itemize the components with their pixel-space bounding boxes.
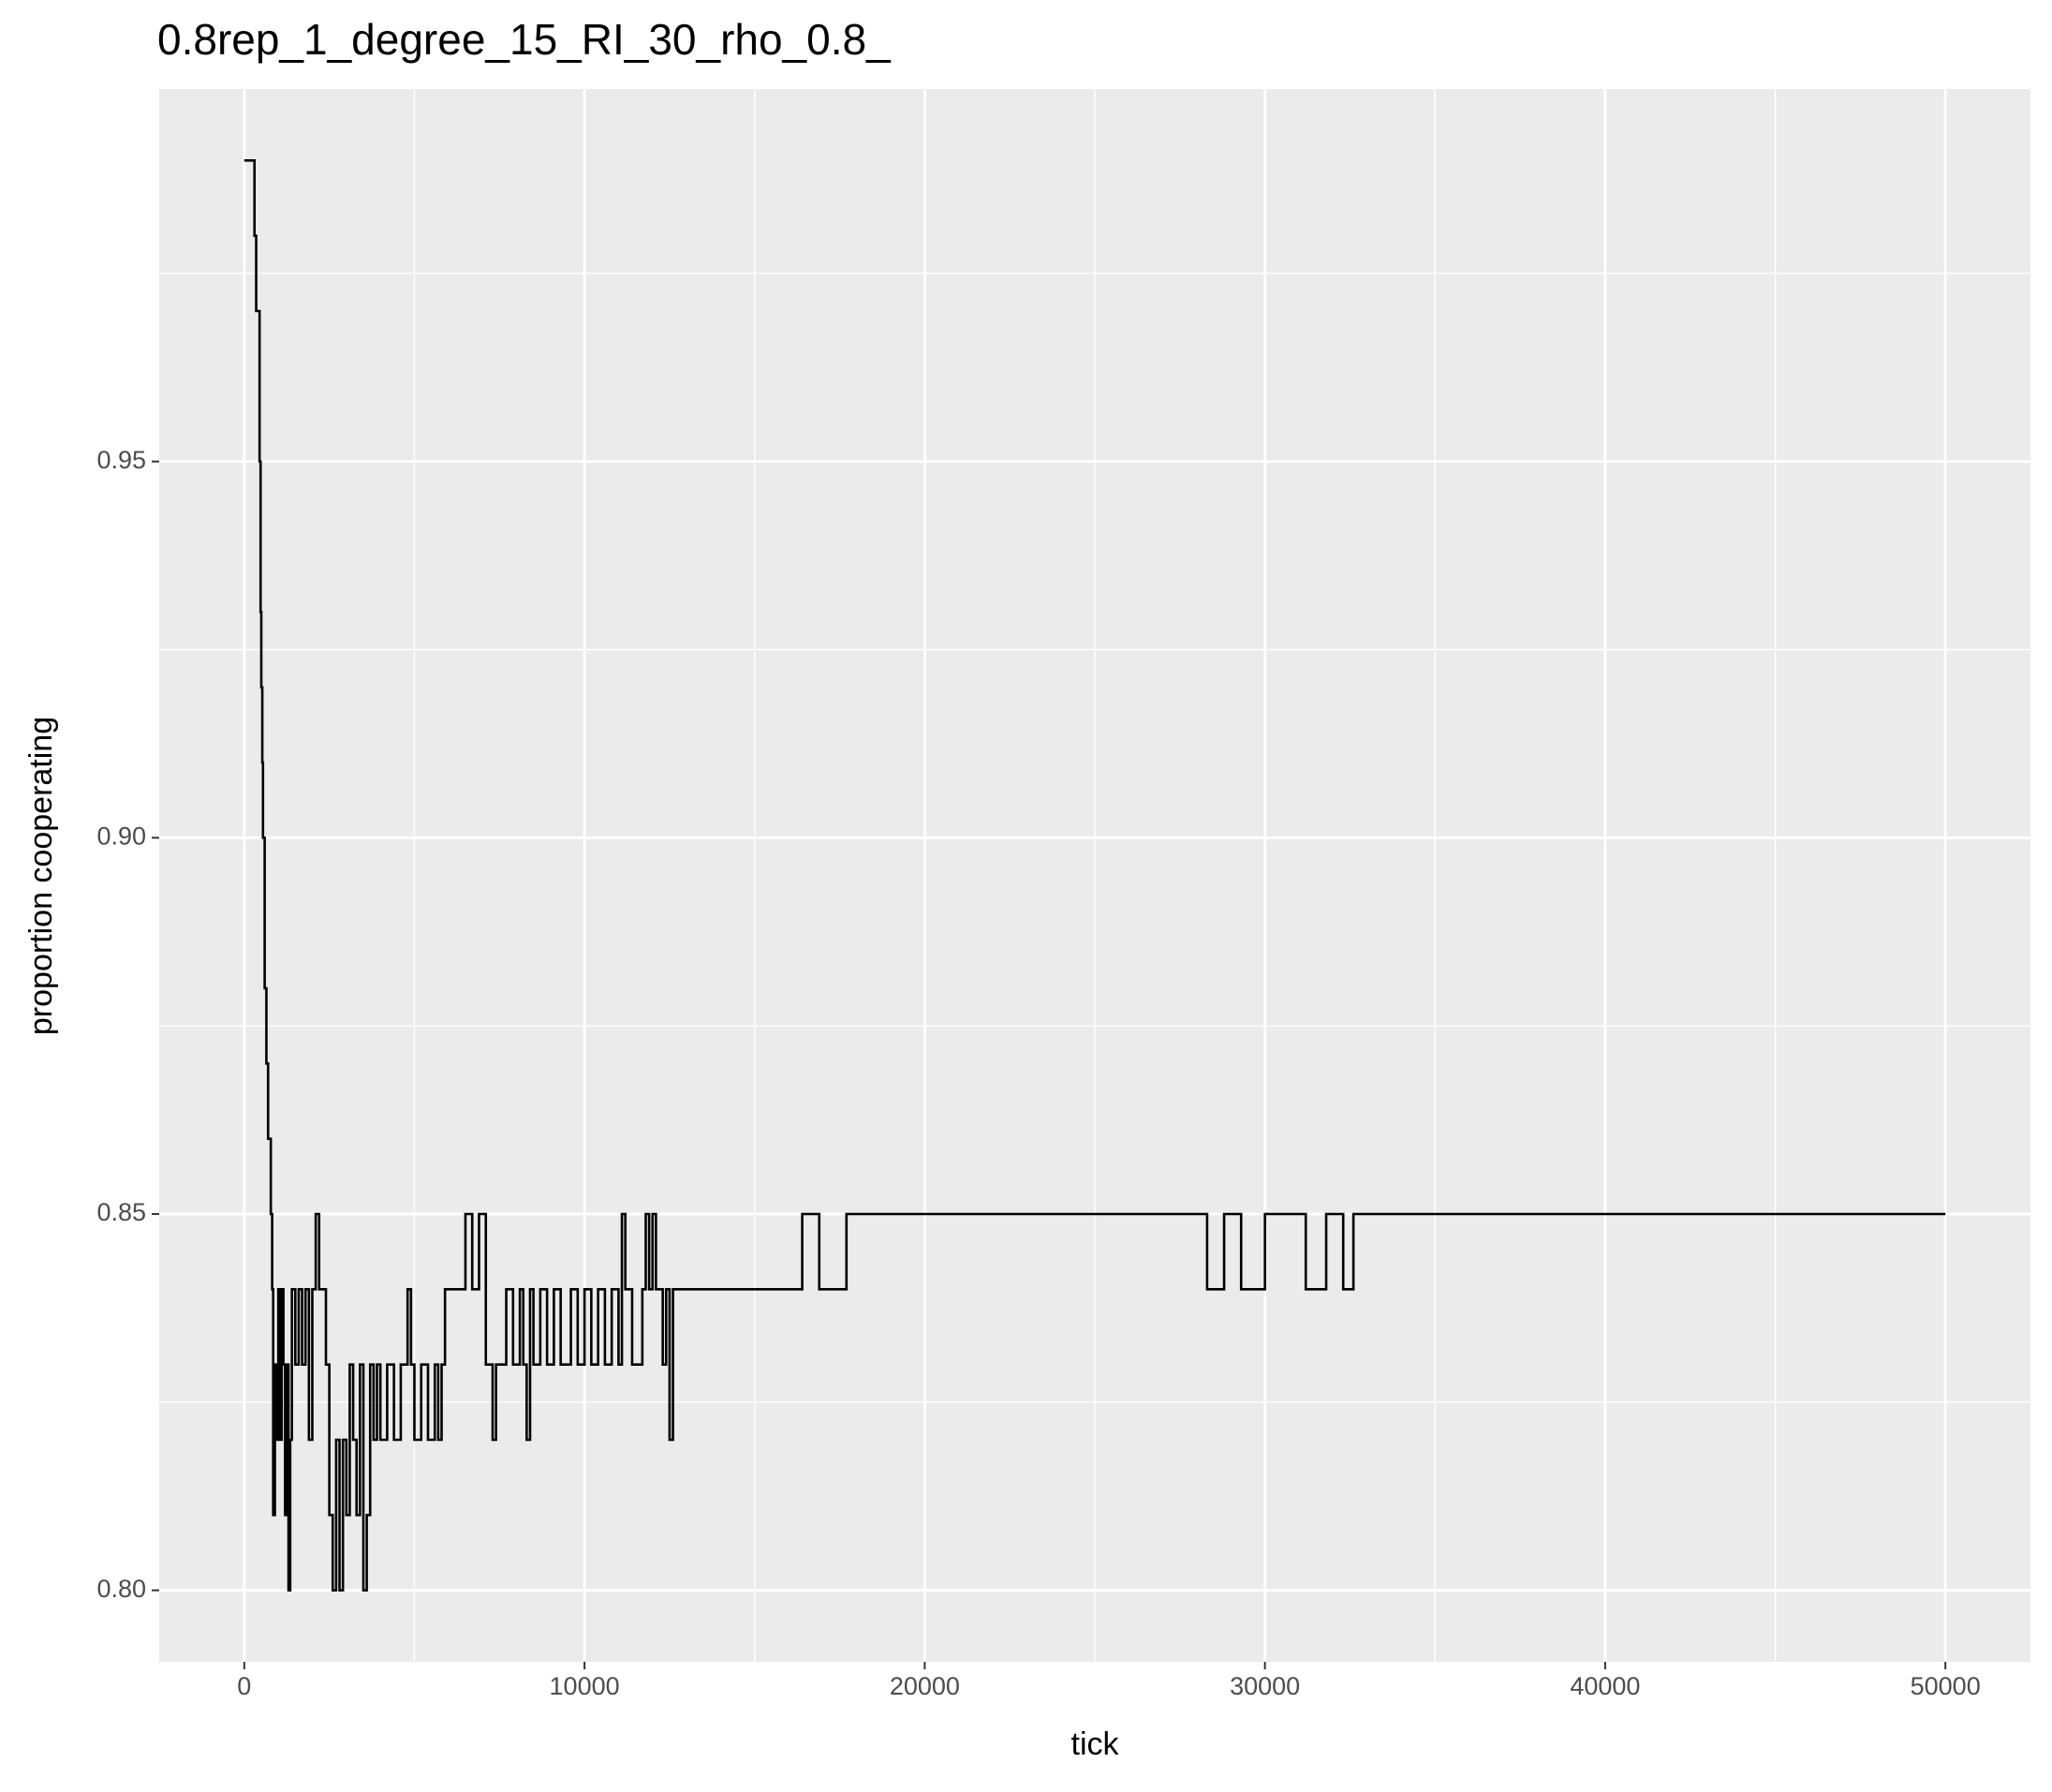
y-tick-label: 0.90 bbox=[96, 822, 146, 850]
data-line bbox=[244, 159, 1946, 1592]
x-tick-label: 40000 bbox=[1570, 1672, 1640, 1700]
x-tick-label: 50000 bbox=[1911, 1672, 1981, 1700]
y-tick-label: 0.95 bbox=[96, 446, 146, 474]
x-tick-label: 20000 bbox=[890, 1672, 960, 1700]
x-axis-title: tick bbox=[1071, 1726, 1120, 1762]
x-tick-label: 30000 bbox=[1230, 1672, 1300, 1700]
y-tick-label: 0.80 bbox=[96, 1575, 146, 1603]
chart-title: 0.8rep_1_degree_15_RI_30_rho_0.8_ bbox=[157, 15, 892, 64]
y-tick-label: 0.85 bbox=[96, 1198, 146, 1226]
x-tick-label: 10000 bbox=[550, 1672, 620, 1700]
x-tick-label: 0 bbox=[237, 1672, 251, 1700]
y-axis-title: proportion cooperating bbox=[23, 717, 59, 1035]
